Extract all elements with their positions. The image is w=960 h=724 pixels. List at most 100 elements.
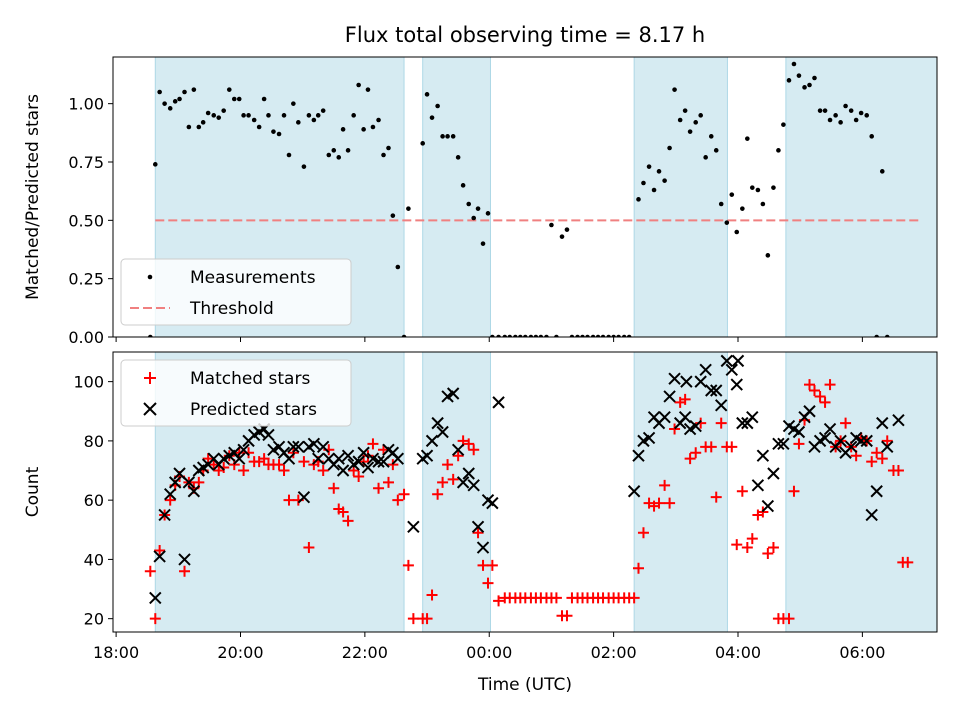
measurement-point [381,152,386,158]
predicted-star-point [431,416,444,430]
predicted-star-point [164,488,177,501]
predicted-star-point [818,431,832,445]
predicted-star-point [854,434,868,448]
matched-star-point [741,542,753,554]
measurement-point [186,124,192,130]
matched-star-point [814,390,826,402]
measurement-point [891,0,896,2]
predicted-star-point [391,452,405,465]
measurement-point [475,206,481,211]
measurement-point [182,89,187,95]
measurement-point [490,334,495,337]
matched-star-point [715,417,727,429]
measurement-point [221,108,226,113]
measurement-point [370,124,376,130]
predicted-star-point [705,384,718,397]
measurement-point [651,187,657,193]
measurement-point [440,134,445,139]
measurement-point [435,103,440,109]
matched-star-point [398,488,410,500]
measurement-point [485,211,491,216]
measurement-point [843,103,848,109]
measurement-point [713,148,719,153]
matched-star-point [482,577,494,589]
observing-window-2 [422,352,491,632]
measurement-point [905,0,910,2]
x-tick-label: 18:00 [93,643,139,662]
measurement-point [585,334,590,337]
measurement-point [718,201,724,207]
measurement-point [786,78,792,83]
measurement-point [734,229,740,235]
measurement-point [569,334,575,337]
measurement-point [271,129,276,134]
predicted-star-point [357,446,370,459]
matched-star-point [710,491,722,503]
matched-star-point [317,465,329,477]
measurement-point [231,96,237,102]
matched-star-point [632,562,644,574]
measurement-point [216,115,222,120]
predicted-star-point [467,479,480,492]
x-tick-label: 04:00 [715,643,761,662]
measurement-point [672,87,677,92]
measurement-point [306,113,312,118]
measurement-point [266,113,271,118]
predicted-star-point [237,443,250,456]
predicted-star-point [462,467,475,480]
matched-star-point [477,559,489,571]
predicted-star-point [436,425,449,439]
measurement-point [708,134,714,139]
measurement-point [879,169,885,174]
matched-star-point [328,482,340,494]
matched-star-point [298,456,310,468]
matched-star-point [437,476,449,488]
predicted-star-point [756,449,770,462]
measurement-point [549,222,554,228]
matched-star-point [783,613,795,625]
measurement-point [874,334,879,337]
matched-star-point [303,542,315,554]
measurement-point [445,134,450,139]
legend-key-matched [144,372,156,384]
predicted-star-point [287,440,300,454]
measurement-point [336,155,342,160]
matched-star-point [154,545,166,557]
matched-star-point [258,453,270,465]
measurement-point [196,124,202,130]
legend-label: Predicted stars [190,400,317,420]
predicted-star-point [336,464,350,477]
ratio-plot-area [148,0,937,337]
y-tick-label: 0.00 [68,328,104,347]
measurement-point [395,264,401,270]
matched-star-point [382,476,394,488]
matched-star-point [337,506,349,518]
matched-star-point [731,539,743,551]
legend-label: Measurements [190,268,316,288]
measurement-point [523,334,528,337]
measurement-point [340,127,346,132]
matched-star-point [669,423,681,435]
predicted-star-point [668,372,681,385]
x-tick-label: 06:00 [839,643,885,662]
measurement-point [580,334,585,337]
matched-star-point [788,485,800,497]
y-tick-label: 0.75 [68,153,104,172]
measurement-point [740,206,745,211]
matched-star-point [367,438,379,450]
matched-star-point [881,435,893,447]
matched-star-point [243,447,255,459]
measurement-point [172,99,178,104]
predicted-star-point [632,449,645,462]
matched-star-point [283,494,295,506]
predicted-star-point [663,390,676,403]
predicted-star-point [642,431,656,445]
measurement-point [791,61,797,67]
measurement-point [600,334,606,337]
measurement-point [496,334,501,337]
predicted-star-point [720,354,734,368]
matched-star-point [659,479,671,491]
matched-star-point [149,613,161,625]
measurement-point [301,164,307,169]
predicted-star-point [892,413,905,427]
